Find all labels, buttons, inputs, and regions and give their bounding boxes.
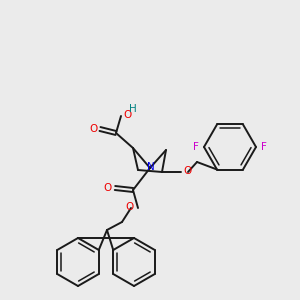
Text: O: O [123, 110, 131, 120]
Text: H: H [129, 104, 137, 114]
Text: O: O [89, 124, 97, 134]
Text: F: F [193, 142, 199, 152]
Text: O: O [183, 166, 191, 176]
Text: O: O [104, 183, 112, 193]
Text: F: F [261, 142, 267, 152]
Text: O: O [126, 202, 134, 212]
Text: N: N [147, 162, 155, 172]
